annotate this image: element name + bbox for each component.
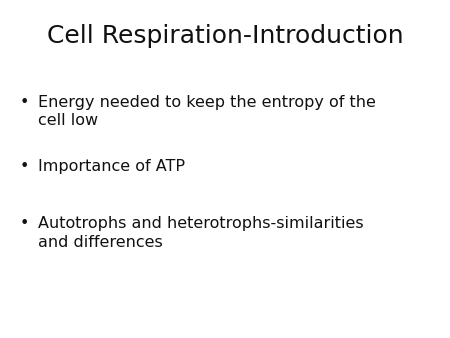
- Text: •: •: [20, 159, 29, 174]
- Text: •: •: [20, 95, 29, 110]
- Text: Importance of ATP: Importance of ATP: [38, 159, 185, 174]
- Text: Cell Respiration-Introduction: Cell Respiration-Introduction: [47, 24, 403, 48]
- Text: Energy needed to keep the entropy of the
cell low: Energy needed to keep the entropy of the…: [38, 95, 376, 128]
- Text: •: •: [20, 216, 29, 231]
- Text: Autotrophs and heterotrophs-similarities
and differences: Autotrophs and heterotrophs-similarities…: [38, 216, 364, 250]
